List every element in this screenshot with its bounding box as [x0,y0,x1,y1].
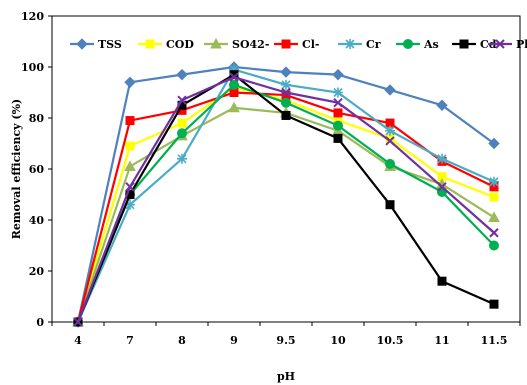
data-point-pb [489,228,499,238]
y-tick-label: 20 [29,265,45,278]
data-point-cd [281,110,291,120]
data-point-as [385,158,395,169]
data-point-cd [229,70,239,80]
data-point-pb [177,95,187,105]
y-tick-label: 100 [21,61,44,74]
legend-label: As [423,38,439,51]
series-layer [72,61,500,328]
y-axis-title: Removal efficiency (%) [10,99,23,240]
data-point-as [177,128,187,139]
data-point-tss [488,137,500,150]
data-point-pb [281,87,291,98]
data-point-cr [281,79,291,90]
data-point-tss [176,68,188,81]
data-point-tss [332,68,344,81]
x-tick-label: 11.5 [481,334,508,347]
x-tick-label: 8 [178,334,186,347]
x-tick-label: 9.5 [276,334,295,347]
legend-label: Pb [516,38,527,51]
data-point-cd [489,299,499,309]
data-point-cr [489,176,499,187]
x-tick-label: 10.5 [377,334,404,347]
x-axis-title: pH [277,370,295,383]
data-point-cl [333,108,343,118]
data-point-cd [437,276,447,286]
legend-label: Cr [366,38,381,51]
legend-item-tss: TSS [70,38,122,51]
legend-item-cl: Cl- [274,38,320,51]
data-point-cod [489,192,499,202]
legend-marker [345,39,355,49]
data-point-cl [125,116,135,126]
legend-label: TSS [98,38,122,51]
data-point-tss [436,99,448,111]
legend-marker [145,39,155,49]
x-tick-label: 10 [330,334,346,347]
data-point-so42 [124,160,136,171]
data-point-cod [125,141,135,151]
data-point-as [333,120,343,131]
x-axis: 4 7 8 9 9.5 10 10.5 11 11.5 [51,322,521,347]
data-point-as [229,79,239,90]
data-point-so42 [488,211,500,222]
legend-item-cr: Cr [338,38,381,51]
x-tick-label: 4 [74,334,82,347]
data-point-tss [280,66,292,78]
x-tick-label: 7 [126,334,134,347]
data-point-pb [333,97,343,108]
legend-label: Cl- [302,38,320,51]
legend-label: COD [166,38,194,51]
data-point-cod [177,118,187,128]
data-point-pb [125,182,135,192]
data-point-cd [385,200,395,210]
y-tick-label: 40 [29,214,45,227]
y-tick-label: 120 [21,10,44,23]
y-axis: 0 20 40 60 80 100 120 [21,10,52,329]
legend-item-pb: Pb [488,38,527,51]
data-point-cr [177,153,187,164]
series-cr [73,64,499,327]
y-tick-label: 60 [29,163,45,176]
legend-label: SO42- [232,38,269,51]
series-pb [73,72,499,327]
data-point-pb [229,72,239,82]
data-point-pb [385,136,395,146]
series-cd [73,70,499,327]
legend-marker [459,39,469,49]
x-tick-label: 11 [434,334,449,347]
y-tick-label: 0 [36,316,44,329]
data-point-as [281,97,291,108]
data-point-tss [124,76,136,89]
legend-marker [403,39,413,49]
x-tick-label: 9 [230,334,238,347]
data-point-pb [73,317,83,327]
legend-marker [76,38,88,50]
y-tick-label: 80 [29,112,45,125]
data-point-tss [384,84,396,96]
data-point-cr [437,153,447,164]
data-point-cr [333,87,343,98]
series-as [73,79,499,327]
data-point-cr [125,199,135,210]
data-point-cr [385,125,395,136]
legend-marker [281,39,291,49]
data-point-pb [437,182,447,192]
legend-marker [210,37,222,49]
legend-marker [495,39,505,49]
data-point-cr [229,64,239,75]
legend-item-as: As [396,38,439,51]
data-point-as [489,240,499,251]
data-point-cd [333,133,343,143]
data-point-so42 [228,101,240,113]
legend-item-cod: COD [138,38,194,51]
legend-item-so42: SO42- [204,37,269,51]
